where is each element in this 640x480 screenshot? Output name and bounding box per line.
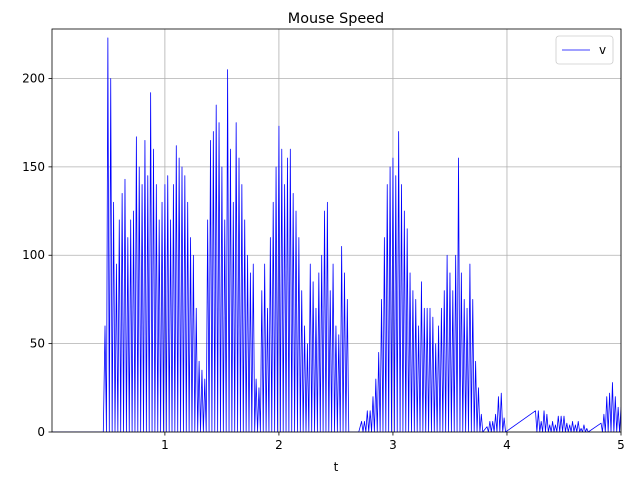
- x-tick-label: 3: [389, 438, 397, 452]
- y-tick-label: 150: [22, 160, 45, 174]
- plot-area: [52, 37, 621, 432]
- x-tick-label: 1: [161, 438, 169, 452]
- y-tick-label: 0: [37, 425, 45, 439]
- legend-label: v: [599, 43, 606, 57]
- x-tick-label: 5: [617, 438, 625, 452]
- legend: v: [555, 35, 614, 65]
- y-tick-label: 100: [22, 248, 45, 262]
- x-tick-label: 4: [503, 438, 511, 452]
- data-line: [52, 37, 621, 432]
- chart-title: Mouse Speed: [288, 11, 384, 27]
- y-tick-label: 50: [30, 337, 45, 351]
- x-tick-label: 2: [275, 438, 283, 452]
- axes-frame: [51, 28, 622, 433]
- x-axis-label: t: [334, 460, 339, 474]
- y-tick-label: 200: [22, 71, 45, 85]
